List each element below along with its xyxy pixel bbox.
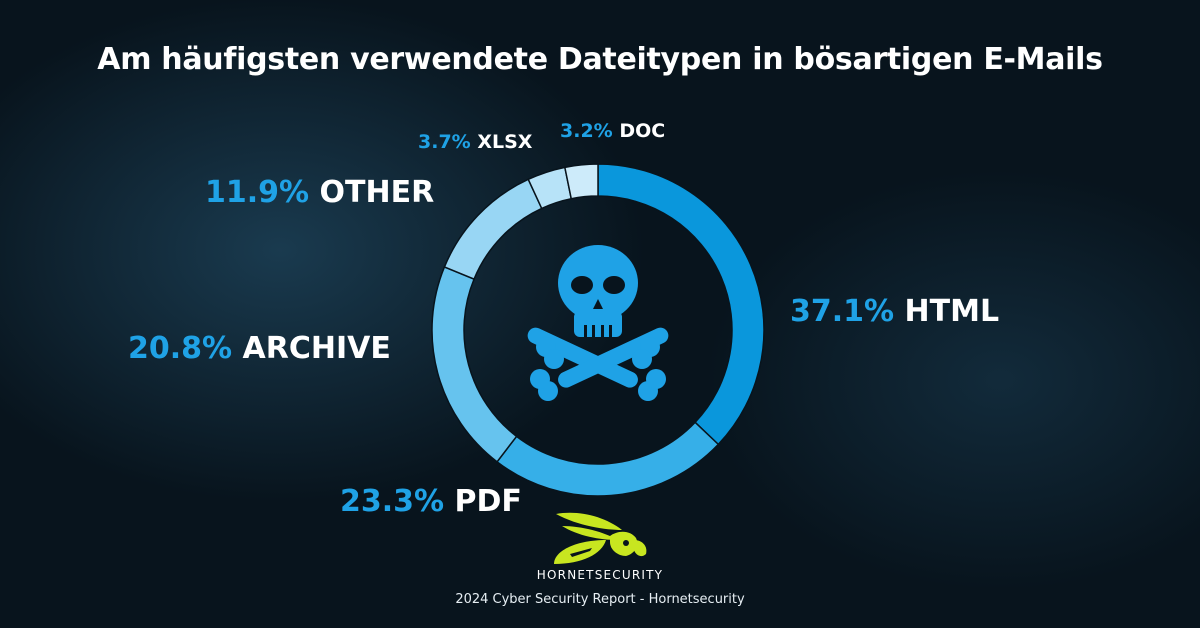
slice-label-archive: 20.8% ARCHIVE [128,334,391,364]
slice-label-pdf: 23.3% PDF [340,487,522,517]
slice-category: XLSX [477,131,533,153]
slice-category: PDF [454,484,522,519]
slice-value: 3.2% [560,120,613,142]
slice-label-html: 37.1% HTML [790,297,999,327]
donut-slice-other [443,178,543,281]
slice-value: 3.7% [418,131,471,153]
hornet-logo-icon [554,512,647,564]
donut-slice-archive [431,265,518,463]
slice-value: 37.1% [790,294,895,329]
slice-value: 11.9% [205,175,310,210]
slice-label-xlsx: 3.7% XLSX [418,133,532,152]
slice-value: 20.8% [128,331,233,366]
slice-category: ARCHIVE [242,331,391,366]
page-title: Am häufigsten verwendete Dateitypen in b… [97,42,1103,77]
slice-value: 23.3% [340,484,445,519]
donut-slice-pdf [496,421,720,497]
slice-category: OTHER [319,175,435,210]
donut-slice-doc [563,163,599,200]
source-note: 2024 Cyber Security Report - Hornetsecur… [455,592,745,607]
skull-crossbones-icon [527,245,669,401]
slice-category: DOC [619,120,666,142]
brand-name: HORNETSECURITY [536,568,664,582]
slice-category: HTML [904,294,1000,329]
skull-face-details [571,276,625,337]
slice-label-doc: 3.2% DOC [560,122,665,141]
slice-label-other: 11.9% OTHER [205,178,434,208]
